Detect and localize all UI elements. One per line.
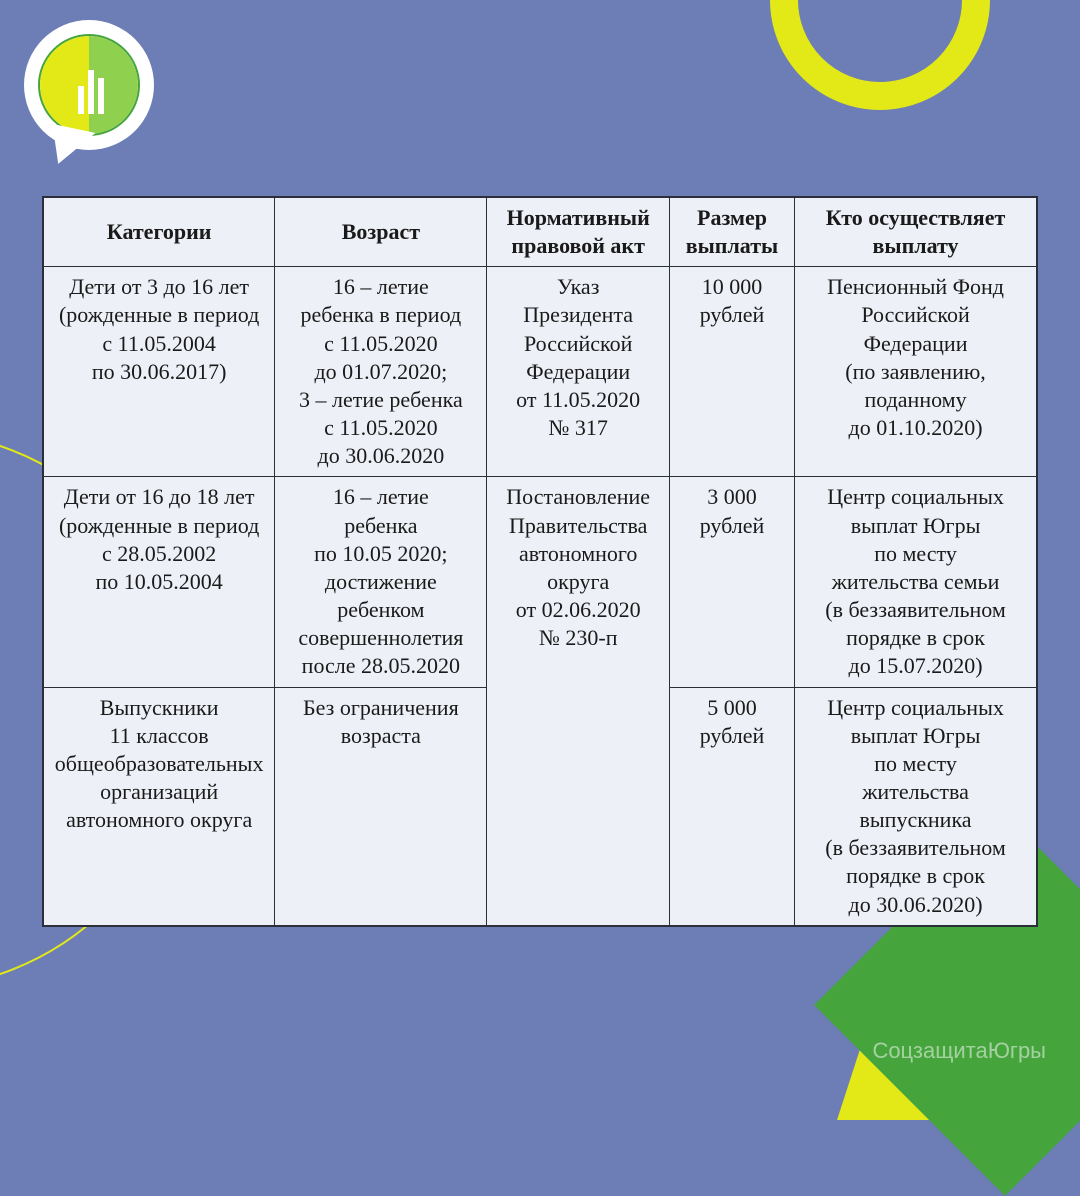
watermark-text: СоцзащитаЮгры [872,1038,1046,1064]
col-amount: Размер выплаты [669,198,794,267]
cell-amount: 5 000 рублей [669,687,794,925]
cell-age: 16 – летие ребенка по 10.05 2020; достиж… [275,477,487,687]
col-act: Нормативный правовой акт [487,198,669,267]
logo-bubble [24,20,154,150]
col-payer: Кто осуществляет выплату [795,198,1037,267]
cell-category: Дети от 3 до 16 лет (рожденные в период … [44,267,275,477]
cell-age: Без ограничения возраста [275,687,487,925]
cell-act: Указ Президента Российской Федерации от … [487,267,669,477]
table-header-row: Категории Возраст Нормативный правовой а… [44,198,1037,267]
payments-table: Категории Возраст Нормативный правовой а… [43,197,1037,926]
cell-amount: 10 000 рублей [669,267,794,477]
cell-category: Дети от 16 до 18 лет (рожденные в период… [44,477,275,687]
cell-act: Постановление Правительства автономного … [487,477,669,925]
cell-category: Выпускники 11 классов общеобразовательны… [44,687,275,925]
logo-bubble-tail [45,124,96,170]
cell-payer: Центр социальных выплат Югры по месту жи… [795,477,1037,687]
logo-icon [38,34,140,136]
table-row: Дети от 3 до 16 лет (рожденные в период … [44,267,1037,477]
col-age: Возраст [275,198,487,267]
decorative-ring-top [770,0,990,110]
col-category: Категории [44,198,275,267]
table-row: Дети от 16 до 18 лет (рожденные в период… [44,477,1037,687]
payments-table-container: Категории Возраст Нормативный правовой а… [42,196,1038,927]
cell-payer: Пенсионный Фонд Российской Федерации (по… [795,267,1037,477]
cell-payer: Центр социальных выплат Югры по месту жи… [795,687,1037,925]
cell-amount: 3 000 рублей [669,477,794,687]
cell-age: 16 – летие ребенка в период с 11.05.2020… [275,267,487,477]
